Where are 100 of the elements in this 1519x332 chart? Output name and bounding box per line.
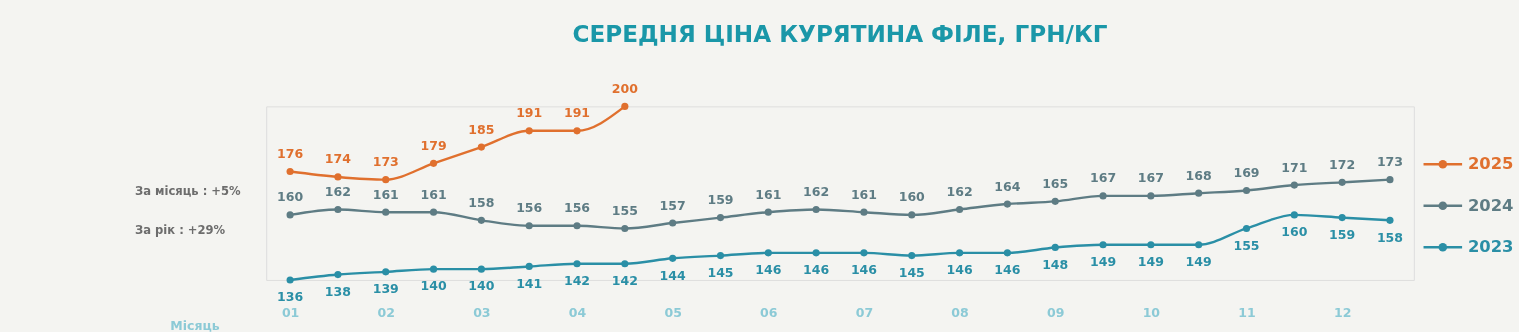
point <box>382 176 390 184</box>
x-tick-label: 12 <box>1333 305 1352 321</box>
point <box>286 211 294 219</box>
point <box>1099 241 1107 249</box>
data-label: 149 <box>1185 253 1212 269</box>
data-label: 149 <box>1137 253 1164 269</box>
data-label: 161 <box>755 186 782 202</box>
data-label: 161 <box>420 186 447 202</box>
point <box>860 208 868 216</box>
data-label: 161 <box>850 186 878 202</box>
point <box>286 167 294 176</box>
data-label: 142 <box>611 272 638 288</box>
data-label: 191 <box>563 105 591 121</box>
data-label: 167 <box>1137 170 1164 186</box>
point <box>716 252 725 260</box>
point <box>669 219 677 227</box>
data-label: 172 <box>1329 156 1356 172</box>
point <box>477 143 485 151</box>
point <box>956 249 964 257</box>
legend-label: 2024 <box>1467 195 1514 215</box>
data-label: 160 <box>1281 224 1308 240</box>
data-label: 162 <box>946 183 973 199</box>
data-label: 141 <box>516 275 543 291</box>
point <box>908 252 916 260</box>
data-label: 146 <box>850 262 878 278</box>
data-label: 167 <box>1089 170 1117 186</box>
point <box>621 102 629 110</box>
legend-label: 2023 <box>1467 237 1514 257</box>
data-label: 162 <box>803 183 830 199</box>
text: За місяць : +5% <box>135 184 242 199</box>
data-label: 148 <box>1042 256 1069 272</box>
x-tick-label: 03 <box>473 305 491 321</box>
point <box>1290 181 1298 189</box>
data-label: 140 <box>420 278 447 294</box>
data-label: 179 <box>420 137 447 153</box>
point <box>621 260 629 268</box>
data-label: 140 <box>468 278 495 294</box>
x-tick-label: 07 <box>855 305 874 321</box>
data-label: 155 <box>1233 237 1260 253</box>
point <box>573 260 581 268</box>
data-label: 200 <box>611 80 639 96</box>
point <box>716 214 725 222</box>
point <box>429 208 438 216</box>
point <box>1338 214 1346 222</box>
x-tick-label: 06 <box>760 305 778 321</box>
data-label: 161 <box>372 186 399 202</box>
x-tick-label: 02 <box>377 305 395 321</box>
data-label: 191 <box>516 105 543 121</box>
point <box>334 205 342 214</box>
data-label: 174 <box>324 151 352 167</box>
data-label: 176 <box>277 146 304 161</box>
point <box>525 222 533 230</box>
data-label: 173 <box>372 154 399 170</box>
point <box>956 205 964 214</box>
point <box>1290 211 1298 219</box>
data-label: 145 <box>707 264 734 280</box>
point <box>1195 189 1203 197</box>
data-label: 156 <box>563 200 591 216</box>
data-label: 149 <box>1089 253 1117 269</box>
x-tick-label: 09 <box>1046 305 1065 321</box>
data-label: 155 <box>611 202 638 218</box>
point <box>382 268 390 276</box>
data-label: 146 <box>803 262 830 278</box>
data-label: 146 <box>755 262 782 278</box>
x-tick-label: 10 <box>1142 305 1161 321</box>
point <box>573 127 581 135</box>
point <box>1099 192 1107 200</box>
x-tick-label: 05 <box>664 305 682 321</box>
point <box>621 224 629 233</box>
data-label: 156 <box>516 200 543 216</box>
point <box>573 222 581 230</box>
x-axis-title: Місяць <box>170 317 220 332</box>
data-label: 139 <box>372 281 399 297</box>
data-label: 164 <box>994 178 1021 194</box>
point <box>286 276 294 284</box>
point <box>764 208 772 216</box>
point <box>669 254 677 262</box>
data-label: 173 <box>1376 154 1404 170</box>
point <box>1242 224 1251 233</box>
data-label: 159 <box>1329 226 1356 242</box>
point <box>812 249 820 257</box>
data-label: 136 <box>277 289 304 305</box>
point <box>1386 216 1394 224</box>
data-label: 158 <box>1376 229 1404 245</box>
point <box>334 173 342 181</box>
data-label: 168 <box>1185 167 1212 183</box>
text: За рік : +29% <box>135 222 226 237</box>
data-label: 146 <box>994 262 1021 278</box>
data-label: 171 <box>1281 159 1308 175</box>
point <box>477 216 485 224</box>
point <box>1242 186 1251 195</box>
point <box>429 159 438 167</box>
point <box>477 265 485 273</box>
point <box>1003 249 1011 257</box>
point <box>525 262 533 271</box>
chart-title: СЕРЕДНЯ ЦІНА КУРЯТИНА ФІЛЕ, ГРН/КГ <box>572 20 1108 47</box>
data-label: 158 <box>468 194 495 210</box>
data-label: 159 <box>707 192 734 208</box>
point <box>1147 192 1155 200</box>
x-tick-label: 11 <box>1238 305 1256 321</box>
